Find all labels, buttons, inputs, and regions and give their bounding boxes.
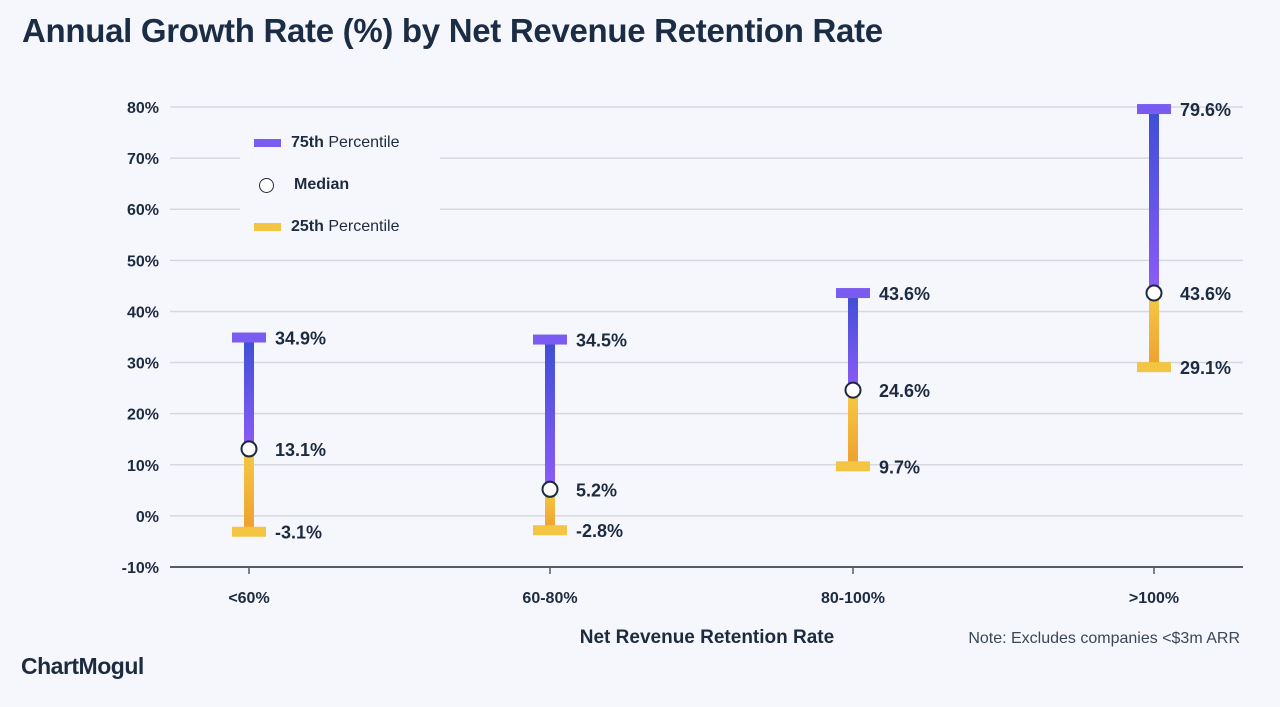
p75-cap [232, 332, 266, 343]
y-tick-label: 50% [127, 253, 159, 270]
median-point [1145, 284, 1163, 302]
median-circle-icon [259, 177, 274, 193]
median-data-label: 43.6% [1180, 284, 1231, 304]
y-tick-label: 20% [127, 407, 159, 424]
p75-cap [836, 288, 870, 299]
lower-range-bar [545, 489, 555, 531]
y-tick-label: 30% [127, 356, 159, 373]
median-point [240, 440, 258, 458]
y-tick-label: 80% [127, 100, 159, 117]
upper-range-bar [848, 293, 858, 391]
p25-cap [1137, 362, 1171, 373]
footnote: Note: Excludes companies <$3m ARR [968, 630, 1240, 647]
p25-cap [836, 461, 870, 472]
median-point [844, 381, 862, 399]
p25-data-label: -3.1% [275, 523, 322, 543]
p75-data-label: 34.5% [576, 331, 627, 351]
upper-range-bar [545, 339, 555, 490]
p25-data-label: 9.7% [879, 457, 920, 477]
lower-range-bar [848, 390, 858, 467]
y-tick-label: 0% [136, 509, 159, 526]
legend-label-bold: 25th [291, 218, 324, 235]
p75-cap [1137, 104, 1171, 115]
p25-cap [533, 525, 567, 536]
legend-item-75th: 75th Percentile [254, 134, 400, 152]
legend-item-median: Median [254, 176, 349, 194]
legend-swatch-25th [254, 223, 281, 231]
chart-title: Annual Growth Rate (%) by Net Revenue Re… [22, 12, 883, 49]
x-axis-title: Net Revenue Retention Rate [579, 627, 835, 648]
legend: 75th Percentile Median 25th Percentile [240, 125, 440, 245]
p75-cap [533, 334, 567, 345]
p25-data-label: -2.8% [576, 521, 623, 541]
legend-label-bold: 75th [291, 134, 324, 151]
x-tick-label: <60% [228, 590, 269, 607]
x-tick-label: 60-80% [522, 590, 577, 607]
p25-cap [232, 526, 266, 537]
p75-data-label: 79.6% [1180, 100, 1231, 120]
median-point [541, 480, 559, 498]
p25-data-label: 29.1% [1180, 358, 1231, 378]
lower-range-bar [244, 448, 254, 532]
median-data-label: 13.1% [275, 440, 326, 460]
lower-range-bar [1149, 293, 1159, 368]
y-tick-label: 70% [127, 151, 159, 168]
p75-data-label: 34.9% [275, 329, 326, 349]
median-data-label: 5.2% [576, 480, 617, 500]
y-tick-label: 10% [127, 458, 159, 475]
legend-swatch-75th [254, 139, 281, 147]
upper-range-bar [244, 337, 254, 449]
upper-range-bar [1149, 109, 1159, 294]
y-tick-label: 40% [127, 304, 159, 321]
legend-label: Median [294, 176, 350, 193]
y-tick-label: -10% [122, 560, 159, 577]
y-tick-label: 60% [127, 202, 159, 219]
median-data-label: 24.6% [879, 381, 930, 401]
legend-label: Percentile [323, 218, 400, 235]
legend-item-25th: 25th Percentile [254, 218, 400, 236]
legend-label: Percentile [323, 134, 400, 151]
x-tick-label: >100% [1129, 590, 1179, 607]
p75-data-label: 43.6% [879, 284, 930, 304]
chartmogul-logo: ChartMogul [21, 653, 144, 679]
x-tick-label: 80-100% [821, 590, 885, 607]
